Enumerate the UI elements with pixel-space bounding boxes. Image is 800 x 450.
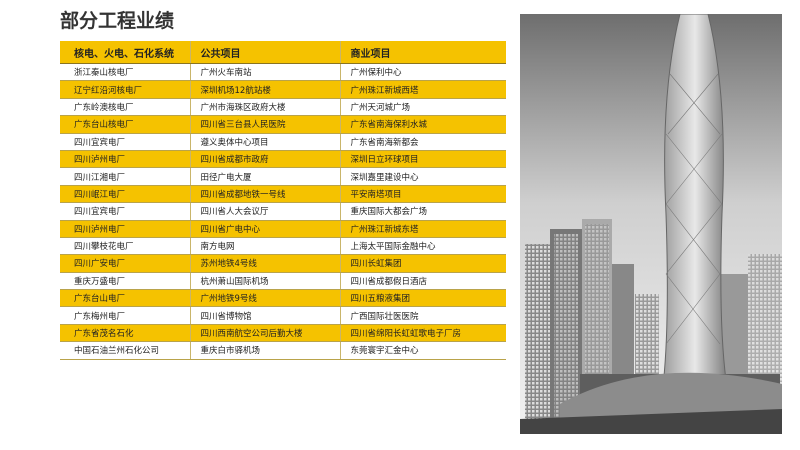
table-cell: 重庆万盛电厂	[60, 272, 190, 291]
column-header: 核电、火电、石化系统	[60, 41, 190, 64]
table-cell: 广州保利中心	[339, 63, 506, 82]
table-row: 四川宜宾电厂 四川省人大会议厅 重庆国际大都会广场	[60, 202, 506, 221]
column-header: 商业项目	[339, 41, 506, 64]
table-cell: 苏州地铁4号线	[189, 254, 340, 273]
table-cell: 广州地铁9号线	[189, 289, 340, 308]
table-cell: 四川省广电中心	[189, 220, 340, 238]
title: 部分工程业绩	[60, 10, 175, 32]
table-cell: 广东省茂名石化	[60, 324, 190, 343]
table-row: 四川泸州电厂 四川省广电中心 广州珠江新城东塔	[60, 220, 506, 238]
table-cell: 深圳机场12航站楼	[189, 80, 340, 99]
table-cell: 四川五粮液集团	[339, 289, 506, 308]
table-row: 辽宁红沿河核电厂 深圳机场12航站楼 广州珠江新城西塔	[60, 80, 506, 99]
table-cell: 广州珠江新城东塔	[339, 220, 506, 238]
table-cell: 广东岭澳核电厂	[60, 98, 190, 117]
table-cell: 广州珠江新城西塔	[339, 80, 506, 99]
table-cell: 广西国际壮医医院	[339, 306, 506, 325]
table-row: 广东省茂名石化 四川西南航空公司后勤大楼 四川省绵阳长虹虹歌电子厂房	[60, 324, 506, 343]
table-cell: 四川省绵阳长虹虹歌电子厂房	[339, 324, 506, 343]
table-cell: 四川省成都市政府	[189, 150, 340, 169]
table-cell: 四川省博物馆	[189, 306, 340, 325]
header-row: 核电、火电、石化系统 公共项目 商业项目	[60, 41, 506, 64]
table-cell: 四川广安电厂	[60, 254, 190, 273]
table-cell: 广东台山电厂	[60, 289, 190, 308]
table-cell: 辽宁红沿河核电厂	[60, 80, 190, 99]
table-cell: 四川宜宾电厂	[60, 133, 190, 151]
table-cell: 广州市海珠区政府大楼	[189, 98, 340, 117]
table-cell: 四川省成都假日酒店	[339, 272, 506, 291]
table-row: 四川岷江电厂 四川省成都地铁一号线 平安南塔项目	[60, 185, 506, 204]
table-cell: 广州天河城广场	[339, 98, 506, 117]
table-cell: 浙江秦山核电厂	[60, 63, 190, 82]
table-cell: 四川长虹集团	[339, 254, 506, 273]
table-cell: 平安南塔项目	[339, 185, 506, 204]
table-row: 四川宜宾电厂 遵义奥体中心项目 广东省南海新都会	[60, 133, 506, 151]
table-cell: 上海太平国际金融中心	[339, 237, 506, 256]
table-cell: 四川宜宾电厂	[60, 202, 190, 221]
table-cell: 广东台山核电厂	[60, 115, 190, 134]
table-row: 四川广安电厂 苏州地铁4号线 四川长虹集团	[60, 254, 506, 273]
table-cell: 杭州萧山国际机场	[189, 272, 340, 291]
table-row: 浙江秦山核电厂 广州火车南站 广州保利中心	[60, 63, 506, 82]
table-cell: 广东省南海保利水城	[339, 115, 506, 134]
table-cell: 四川省人大会议厅	[189, 202, 340, 221]
table-cell: 广东省南海新都会	[339, 133, 506, 151]
table-body: 浙江秦山核电厂 广州火车南站 广州保利中心 辽宁红沿河核电厂 深圳机场12航站楼 广州珠江…	[60, 63, 506, 360]
table-cell: 四川西南航空公司后勤大楼	[189, 324, 340, 343]
skyline-photo	[520, 14, 782, 434]
column-header: 公共项目	[189, 41, 340, 64]
table-row: 四川泸州电厂 四川省成都市政府 深圳日立环球项目	[60, 150, 506, 169]
table-row: 广东梅州电厂 四川省博物馆 广西国际壮医医院	[60, 306, 506, 325]
table-cell: 中国石油兰州石化公司	[60, 341, 190, 360]
table-row: 广东岭澳核电厂 广州市海珠区政府大楼 广州天河城广场	[60, 98, 506, 117]
table-cell: 四川省三台县人民医院	[189, 115, 340, 134]
table-cell: 重庆白市驿机场	[189, 341, 340, 360]
table-cell: 遵义奥体中心项目	[189, 133, 340, 151]
table-cell: 广东梅州电厂	[60, 306, 190, 325]
table-cell: 田径广电大厦	[189, 167, 340, 186]
table-cell: 四川省成都地铁一号线	[189, 185, 340, 204]
table-cell: 四川江湘电厂	[60, 167, 190, 186]
table-row: 四川江湘电厂 田径广电大厦 深圳嘉里建设中心	[60, 167, 506, 186]
table-row: 中国石油兰州石化公司 重庆白市驿机场 东莞寰宇汇金中心	[60, 341, 506, 360]
table-row: 广东台山电厂 广州地铁9号线 四川五粮液集团	[60, 289, 506, 308]
table-row: 广东台山核电厂 四川省三台县人民医院 广东省南海保利水城	[60, 115, 506, 134]
table-cell: 深圳日立环球项目	[339, 150, 506, 169]
table-cell: 南方电网	[189, 237, 340, 256]
table-cell: 深圳嘉里建设中心	[339, 167, 506, 186]
table-cell: 四川泸州电厂	[60, 220, 190, 238]
table-cell: 四川岷江电厂	[60, 185, 190, 204]
table-cell: 重庆国际大都会广场	[339, 202, 506, 221]
table-cell: 东莞寰宇汇金中心	[339, 341, 506, 360]
table-row: 重庆万盛电厂 杭州萧山国际机场 四川省成都假日酒店	[60, 272, 506, 291]
table-cell: 四川攀枝花电厂	[60, 237, 190, 256]
table-cell: 广州火车南站	[189, 63, 340, 82]
projects-table: 核电、火电、石化系统 公共项目 商业项目 浙江秦山核电厂 广州火车南站 广州保利中心 辽宁…	[60, 41, 506, 360]
table-cell: 四川泸州电厂	[60, 150, 190, 169]
table-row: 四川攀枝花电厂 南方电网 上海太平国际金融中心	[60, 237, 506, 256]
